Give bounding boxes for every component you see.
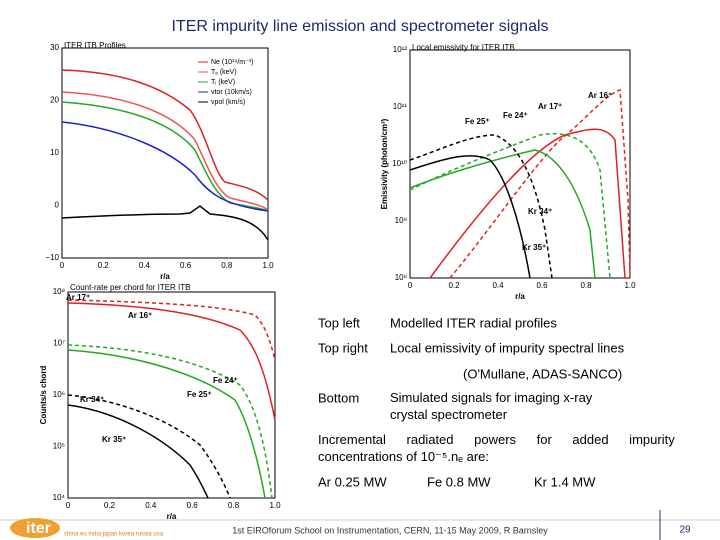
y-tick-label: 10⁸	[395, 273, 407, 282]
y-tick-label: 30	[50, 43, 59, 52]
y-axis-label: Emissivity (photon/cm³)	[380, 118, 389, 209]
note-text: Modelled ITER radial profiles	[390, 315, 557, 330]
note-label: Top left	[318, 315, 360, 330]
x-tick-label: 0.2	[448, 281, 460, 290]
curve-label: Ar 16⁺	[588, 91, 612, 100]
note-label: Top right	[318, 340, 368, 355]
x-tick-label: 1.0	[262, 261, 274, 270]
logo-text: iter	[26, 520, 51, 537]
legend-label: Tₑ (keV)	[211, 69, 237, 76]
y-tick-label: 10¹⁰	[392, 159, 407, 168]
figure-title: Local emissivity for ITER ITB	[412, 43, 515, 52]
legend-label: Ne (10¹⁹/m⁻³)	[211, 59, 253, 66]
x-tick-label: 0.8	[580, 281, 592, 290]
legend-label: Tᵢ (keV)	[211, 79, 235, 86]
member-list: china eu india japan korea russia usa	[64, 532, 164, 538]
note-text: (O'Mullane, ADAS-SANCO)	[463, 366, 622, 381]
logo-shape	[10, 518, 60, 538]
legend-label: vpol (km/s)	[211, 99, 245, 106]
power-item: Kr 1.4 MW	[534, 474, 596, 489]
y-tick-label: 10⁵	[53, 442, 65, 451]
curve-label: Fe 24⁺	[213, 376, 238, 385]
y-tick-label: −10	[45, 253, 59, 262]
figure-title: Count-rate per chord for ITER ITB	[70, 283, 191, 292]
y-tick-label: 10⁸	[53, 287, 65, 296]
x-tick-label: 0	[60, 261, 65, 270]
figure-title: ITER ITB Profiles	[64, 41, 126, 50]
plot-frame	[61, 47, 269, 259]
x-tick-label: 0.4	[492, 281, 504, 290]
y-tick-label: 10⁷	[53, 339, 65, 348]
note-label: Bottom	[318, 390, 359, 405]
powers-intro: Incremental radiated powers for added im…	[318, 432, 675, 464]
x-tick-label: 0.4	[139, 261, 151, 270]
curve-label: Ar 17⁺	[538, 102, 562, 111]
emissivity-curves	[409, 88, 631, 279]
x-tick-label: 0.6	[187, 501, 199, 510]
x-tick-label: 0.2	[98, 261, 110, 270]
power-item: Ar 0.25 MW	[318, 474, 387, 489]
curve-label: Kr 35⁺	[522, 243, 546, 252]
x-axis-label: r/a	[160, 272, 170, 281]
x-tick-label: 0.6	[180, 261, 192, 270]
curve-label: Kr 35⁺	[102, 435, 126, 444]
curve-label: Fe 24⁺	[503, 111, 528, 120]
y-tick-label: 10⁶	[53, 390, 65, 399]
profile-curves	[61, 69, 269, 241]
x-tick-label: 0.6	[536, 281, 548, 290]
curve-label: Fe 25⁺	[187, 390, 212, 399]
curve-label: Kr 34⁺	[528, 207, 552, 216]
y-tick-label: 20	[50, 96, 59, 105]
legend-swatches	[198, 61, 208, 103]
x-tick-label: 0.2	[104, 501, 116, 510]
power-item: Fe 0.8 MW	[427, 474, 491, 489]
x-tick-label: 0.8	[221, 261, 233, 270]
y-tick-label: 10¹²	[393, 45, 408, 54]
curve-label: Kr 34⁺	[80, 395, 104, 404]
x-tick-label: 1.0	[269, 501, 281, 510]
y-tick-label: 10⁹	[395, 216, 407, 225]
footer-text: 1st EIROforum School on Instrumentation,…	[232, 525, 548, 535]
curve-label: Fe 25⁺	[465, 117, 490, 126]
x-tick-label: 0.4	[145, 501, 157, 510]
count-curves	[67, 299, 276, 499]
slide-title: ITER impurity line emission and spectrom…	[171, 18, 548, 35]
y-tick-label: 10⁴	[53, 493, 66, 502]
y-tick-label: 0	[55, 201, 60, 210]
x-tick-label: 0.8	[228, 501, 240, 510]
page-number: 29	[679, 525, 691, 536]
note-text: Local emissivity of impurity spectral li…	[390, 340, 625, 355]
note-text: Simulated signals for imaging x-ray cryst…	[390, 390, 593, 422]
x-tick-label: 0	[408, 281, 413, 290]
y-axis-label: Counts/s chord	[39, 366, 48, 425]
x-axis-label: r/a	[515, 292, 525, 301]
x-tick-label: 0	[66, 501, 71, 510]
curve-label: Ar 17⁺	[66, 293, 90, 302]
legend-label: vtor (10km/s)	[211, 89, 252, 96]
plot-frame	[409, 49, 631, 279]
x-tick-label: 1.0	[624, 281, 636, 290]
x-axis-label: r/a	[167, 512, 177, 521]
curve-label: Ar 16⁺	[128, 311, 152, 320]
y-tick-label: 10	[50, 148, 59, 157]
y-tick-label: 10¹¹	[393, 102, 408, 111]
